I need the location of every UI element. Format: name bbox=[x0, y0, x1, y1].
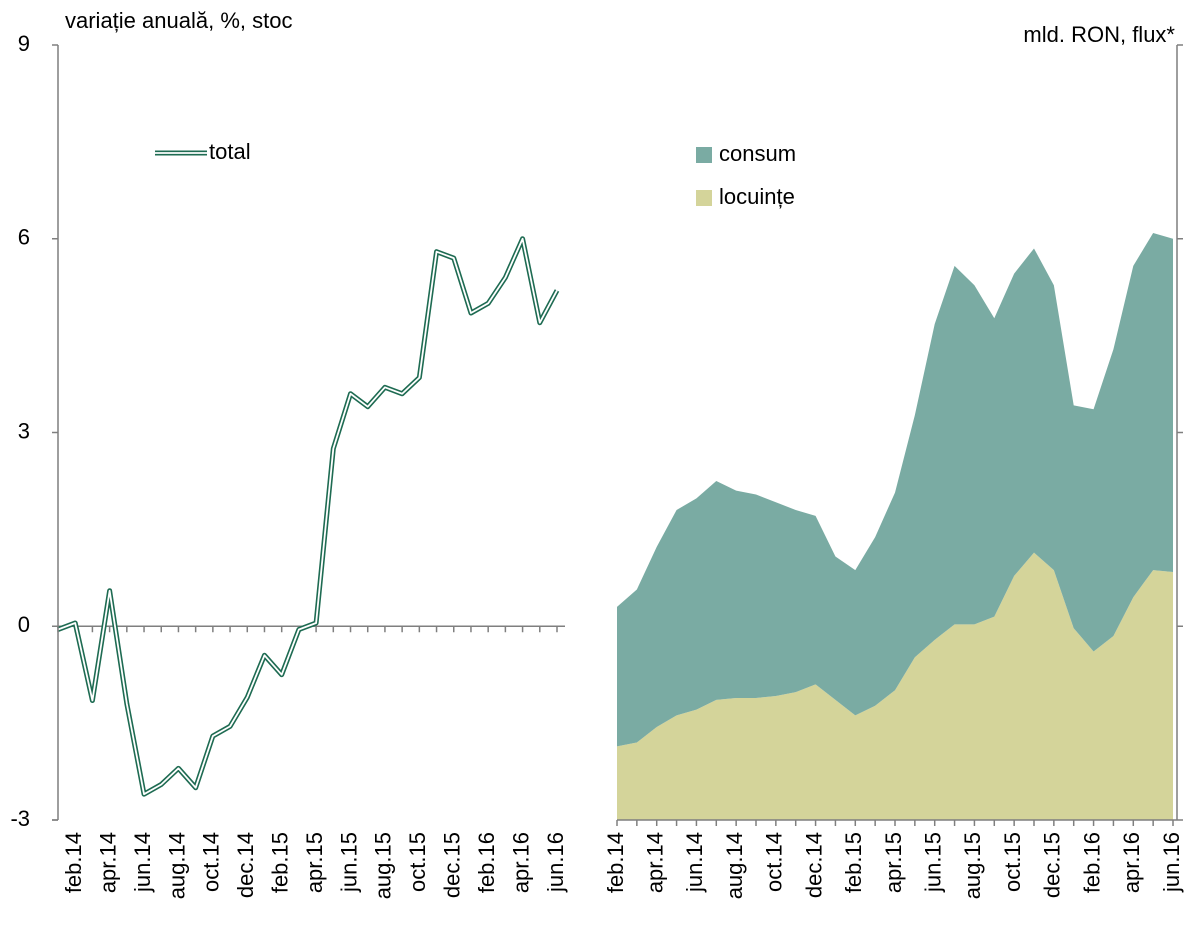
x-tick-label: apr.15 bbox=[881, 832, 906, 893]
legend-swatch bbox=[696, 147, 712, 163]
x-tick-label: jun.14 bbox=[130, 832, 155, 893]
x-tick-label: feb.15 bbox=[841, 832, 866, 893]
x-tick-label: feb.16 bbox=[474, 832, 499, 893]
x-tick-label: dec.15 bbox=[1040, 832, 1065, 898]
x-tick-label: aug.15 bbox=[371, 832, 396, 899]
x-tick-label: feb.14 bbox=[61, 832, 86, 893]
x-tick-label: dec.14 bbox=[801, 832, 826, 898]
series-area bbox=[617, 552, 1173, 820]
x-tick-label: jun.16 bbox=[1159, 832, 1184, 893]
x-tick-label: jun.16 bbox=[543, 832, 568, 893]
legend-label: consum bbox=[719, 141, 796, 166]
y-axis-title: variație anuală, %, stoc bbox=[65, 8, 292, 33]
x-tick-label: oct.14 bbox=[762, 832, 787, 892]
x-tick-label: apr.16 bbox=[1119, 832, 1144, 893]
x-tick-label: apr.16 bbox=[508, 832, 533, 893]
x-tick-label: aug.14 bbox=[722, 832, 747, 899]
x-tick-label: apr.14 bbox=[95, 832, 120, 893]
x-tick-label: feb.14 bbox=[603, 832, 628, 893]
x-tick-label: feb.16 bbox=[1079, 832, 1104, 893]
x-tick-label: oct.14 bbox=[199, 832, 224, 892]
y-axis-title: mld. RON, flux* bbox=[1023, 22, 1175, 47]
y-tick-label: -3 bbox=[10, 806, 30, 831]
x-tick-label: feb.15 bbox=[268, 832, 293, 893]
x-tick-label: dec.14 bbox=[233, 832, 258, 898]
x-tick-label: apr.14 bbox=[643, 832, 668, 893]
y-tick-label: 9 bbox=[18, 31, 30, 56]
x-tick-label: apr.15 bbox=[302, 832, 327, 893]
series-line-inner bbox=[57, 237, 558, 796]
x-tick-label: jun.15 bbox=[921, 832, 946, 893]
legend-label: total bbox=[209, 139, 251, 164]
x-tick-label: aug.15 bbox=[960, 832, 985, 899]
series-area bbox=[617, 232, 1173, 747]
series-line bbox=[57, 236, 560, 797]
x-tick-label: aug.14 bbox=[164, 832, 189, 899]
x-tick-label: jun.15 bbox=[336, 832, 361, 893]
x-tick-label: dec.15 bbox=[440, 832, 465, 898]
y-tick-label: 6 bbox=[18, 225, 30, 250]
legend-swatch bbox=[696, 190, 712, 206]
legend-label: locuințe bbox=[719, 184, 795, 209]
y-tick-label: 0 bbox=[18, 612, 30, 637]
y-tick-label: 3 bbox=[18, 418, 30, 443]
x-tick-label: oct.15 bbox=[1000, 832, 1025, 892]
x-tick-label: oct.15 bbox=[405, 832, 430, 892]
x-tick-label: jun.14 bbox=[682, 832, 707, 893]
